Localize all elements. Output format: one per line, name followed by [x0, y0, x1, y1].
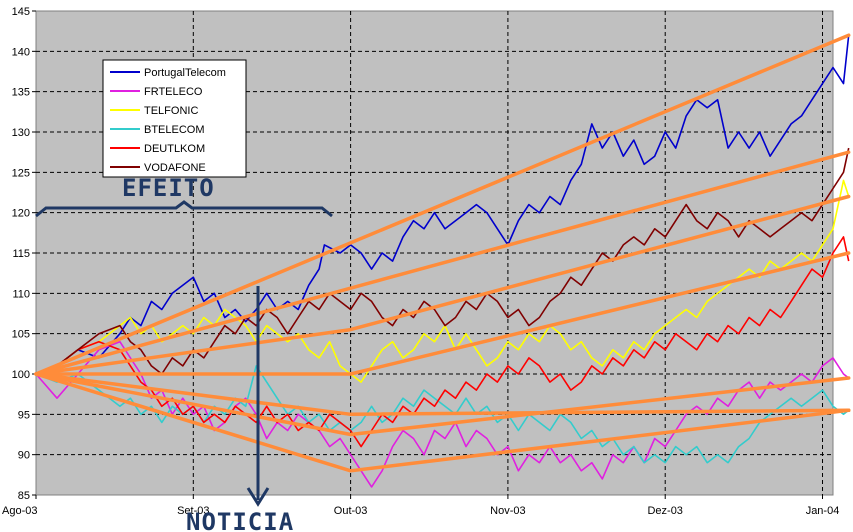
- trend-line: [34, 33, 851, 376]
- series-line-frteleco: [35, 340, 850, 488]
- trend-line: [34, 251, 851, 376]
- x-tick-label: Dez-03: [647, 505, 682, 517]
- trend-lines: [34, 33, 851, 473]
- y-tick-label: 105: [12, 329, 30, 341]
- legend-label: TELFONIC: [144, 105, 198, 117]
- efeito-brace: [35, 200, 333, 218]
- y-tick-label: 115: [12, 248, 30, 260]
- series-line-deutlkom: [35, 236, 850, 448]
- trend-line: [34, 194, 851, 376]
- y-tick-label: 130: [12, 127, 30, 139]
- efeito-annotation: EFEITO: [35, 174, 333, 218]
- legend-label: BTELECOM: [144, 124, 205, 136]
- trend-line: [34, 372, 851, 417]
- series-line-portugaltelecom: [35, 35, 850, 375]
- trend-line: [34, 372, 851, 437]
- efeito-label: EFEITO: [122, 174, 215, 202]
- x-axis-ticks: Ago-03 Set-03 Out-03 Nov-03 Dez-03 Jan-04: [2, 495, 839, 517]
- y-tick-label: 135: [12, 87, 30, 99]
- noticia-label: NOTICIA: [186, 508, 294, 532]
- series-line-btelecom: [35, 365, 850, 464]
- series-line-telfonic: [35, 179, 850, 383]
- y-tick-label: 95: [18, 409, 30, 421]
- trend-line: [34, 150, 851, 376]
- y-tick-label: 100: [12, 369, 30, 381]
- legend: PortugalTelecom FRTELECO TELFONIC BTELECOM D…: [102, 59, 247, 178]
- x-tick-label: Out-03: [334, 505, 368, 517]
- y-tick-label: 90: [18, 450, 30, 462]
- x-tick-label: Jan-04: [806, 505, 840, 517]
- y-tick-label: 140: [12, 46, 30, 58]
- y-tick-label: 120: [12, 208, 30, 220]
- x-tick-label: Set-03: [177, 505, 209, 517]
- noticia-annotation: NOTICIA: [186, 286, 294, 532]
- legend-box: [102, 59, 247, 178]
- legend-label: DEUTLKOM: [144, 143, 205, 155]
- y-tick-label: 85: [18, 490, 30, 502]
- y-tick-label: 145: [12, 6, 30, 18]
- x-tick-label: Nov-03: [490, 505, 525, 517]
- series-line-vodafone: [35, 147, 850, 375]
- legend-label: PortugalTelecom: [144, 67, 226, 79]
- legend-label: VODAFONE: [144, 162, 206, 174]
- trend-line: [34, 372, 851, 473]
- y-axis-ticks: 85 90 95 100 105 110 115 120 125 130 135 140 145: [12, 6, 36, 502]
- series-lines: [35, 35, 850, 488]
- legend-label: FRTELECO: [144, 86, 203, 98]
- noticia-arrowhead: [246, 487, 270, 507]
- y-tick-label: 125: [12, 167, 30, 179]
- x-tick-label: Ago-03: [2, 505, 37, 517]
- y-tick-label: 110: [12, 288, 30, 300]
